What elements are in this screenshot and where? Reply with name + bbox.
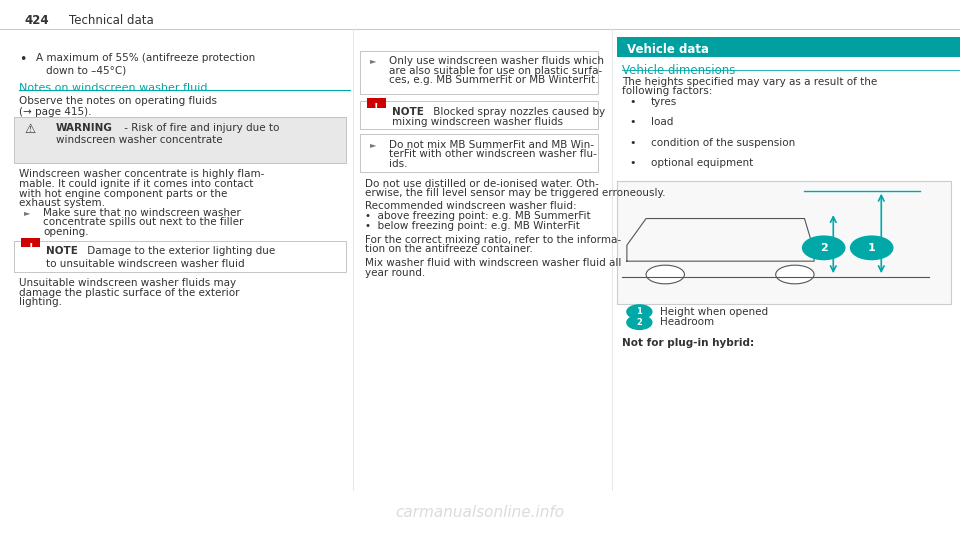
Text: ►: ► [24,208,31,217]
Text: are also suitable for use on plastic surfa-: are also suitable for use on plastic sur… [389,66,602,76]
FancyBboxPatch shape [21,238,40,247]
Text: Windscreen washer concentrate is highly flam-: Windscreen washer concentrate is highly … [19,169,265,180]
FancyBboxPatch shape [14,241,346,272]
Text: For the correct mixing ratio, refer to the informa-: For the correct mixing ratio, refer to t… [365,235,621,245]
Text: •: • [19,53,27,66]
Text: !: ! [29,243,33,253]
Text: Mix washer fluid with windscreen washer fluid all: Mix washer fluid with windscreen washer … [365,258,621,268]
FancyBboxPatch shape [617,37,960,57]
Text: 1: 1 [636,308,642,316]
Text: Make sure that no windscreen washer: Make sure that no windscreen washer [43,208,241,218]
Text: Recommended windscreen washer fluid:: Recommended windscreen washer fluid: [365,201,576,212]
Text: Not for plug-in hybrid:: Not for plug-in hybrid: [622,338,755,349]
Text: Height when opened: Height when opened [660,307,769,317]
Text: erwise, the fill level sensor may be triggered erroneously.: erwise, the fill level sensor may be tri… [365,188,665,198]
Text: Unsuitable windscreen washer fluids may: Unsuitable windscreen washer fluids may [19,278,236,288]
Text: ces, e.g. MB SummerFit or MB WinterFit.: ces, e.g. MB SummerFit or MB WinterFit. [389,75,598,85]
Text: windscreen washer concentrate: windscreen washer concentrate [56,135,223,145]
Text: load: load [651,117,673,127]
Circle shape [803,236,845,260]
Ellipse shape [646,265,684,284]
Text: •: • [630,158,636,168]
Text: •  above freezing point: e.g. MB SummerFit: • above freezing point: e.g. MB SummerFi… [365,211,590,221]
Text: tyres: tyres [651,97,677,107]
Text: tion on the antifreeze container.: tion on the antifreeze container. [365,244,533,254]
FancyBboxPatch shape [360,51,598,94]
FancyBboxPatch shape [14,117,346,163]
Text: opening.: opening. [43,227,89,237]
Circle shape [627,316,652,329]
Text: Vehicle data: Vehicle data [627,43,708,55]
Text: Headroom: Headroom [660,318,714,327]
Text: following factors:: following factors: [622,86,712,96]
Text: ids.: ids. [389,159,407,169]
Text: •: • [630,117,636,127]
Text: ►: ► [370,56,376,65]
Text: with hot engine component parts or the: with hot engine component parts or the [19,189,228,199]
Text: The heights specified may vary as a result of the: The heights specified may vary as a resu… [622,77,877,87]
Text: NOTE: NOTE [46,246,78,256]
Text: 2: 2 [820,243,828,253]
Circle shape [627,305,652,319]
Text: 2: 2 [636,318,642,327]
Text: A maximum of 55% (antifreeze protection: A maximum of 55% (antifreeze protection [36,53,255,63]
Text: mixing windscreen washer fluids: mixing windscreen washer fluids [392,117,563,127]
Text: Vehicle dimensions: Vehicle dimensions [622,64,735,77]
Text: down to –45°C): down to –45°C) [46,66,127,76]
Text: Technical data: Technical data [69,14,154,27]
Text: to unsuitable windscreen washer fluid: to unsuitable windscreen washer fluid [46,259,245,269]
Text: ⚠: ⚠ [24,123,36,135]
Text: Only use windscreen washer fluids which: Only use windscreen washer fluids which [389,56,604,66]
Text: mable. It could ignite if it comes into contact: mable. It could ignite if it comes into … [19,179,253,189]
Text: •: • [630,138,636,148]
FancyBboxPatch shape [360,134,598,172]
Text: NOTE: NOTE [392,107,423,117]
FancyBboxPatch shape [360,101,598,129]
Text: carmanualsonline.info: carmanualsonline.info [396,505,564,520]
Text: Observe the notes on operating fluids: Observe the notes on operating fluids [19,96,217,106]
Text: - Risk of fire and injury due to: - Risk of fire and injury due to [121,123,279,133]
FancyBboxPatch shape [367,98,386,108]
Text: Damage to the exterior lighting due: Damage to the exterior lighting due [84,246,276,256]
Text: year round.: year round. [365,268,425,278]
Text: •: • [630,97,636,107]
Text: WARNING: WARNING [56,123,112,133]
Text: (→ page 415).: (→ page 415). [19,107,92,117]
Text: Notes on windscreen washer fluid: Notes on windscreen washer fluid [19,83,207,93]
Circle shape [851,236,893,260]
Text: terFit with other windscreen washer flu-: terFit with other windscreen washer flu- [389,149,597,159]
Text: exhaust system.: exhaust system. [19,198,106,208]
Text: Do not mix MB SummerFit and MB Win-: Do not mix MB SummerFit and MB Win- [389,140,594,150]
Text: ►: ► [370,140,376,149]
Text: lighting.: lighting. [19,297,62,308]
FancyBboxPatch shape [617,181,951,304]
Text: condition of the suspension: condition of the suspension [651,138,795,148]
Text: optional equipment: optional equipment [651,158,754,168]
Text: Blocked spray nozzles caused by: Blocked spray nozzles caused by [430,107,605,117]
Text: damage the plastic surface of the exterior: damage the plastic surface of the exteri… [19,288,240,298]
Text: !: ! [374,103,378,113]
Text: Do not use distilled or de-ionised water. Oth-: Do not use distilled or de-ionised water… [365,179,599,189]
Text: 1: 1 [868,243,876,253]
Text: 424: 424 [24,14,49,27]
Text: •  below freezing point: e.g. MB WinterFit: • below freezing point: e.g. MB WinterFi… [365,221,580,231]
Text: concentrate spills out next to the filler: concentrate spills out next to the fille… [43,217,244,228]
Ellipse shape [776,265,814,284]
